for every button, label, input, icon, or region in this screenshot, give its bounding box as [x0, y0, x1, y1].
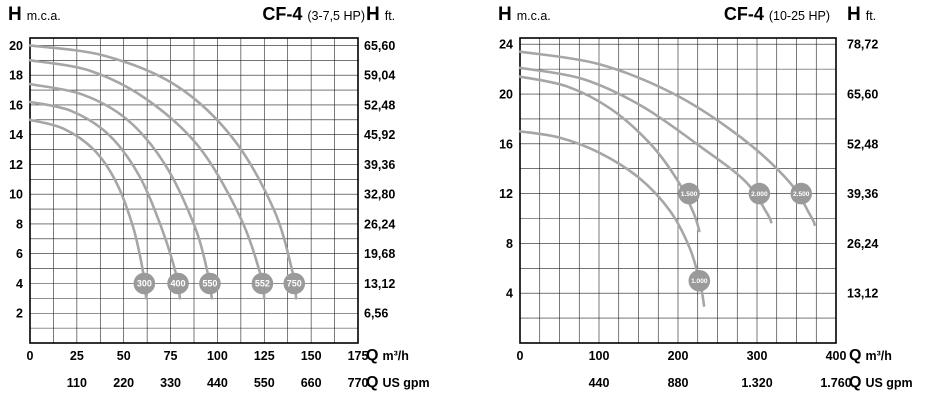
- chart-panel-cf4-10-25hp: H m.c.a. CF-4 (10-25 HP) H ft. 1.000 1.50…: [490, 0, 947, 404]
- svg-text:440: 440: [589, 376, 610, 390]
- svg-text:59,04: 59,04: [364, 69, 395, 83]
- svg-text:400: 400: [826, 349, 847, 363]
- y-axis-title-right: H ft.: [366, 5, 395, 24]
- svg-text:8: 8: [16, 217, 23, 231]
- svg-text:1.320: 1.320: [741, 376, 772, 390]
- svg-text:13,12: 13,12: [364, 277, 395, 291]
- svg-text:1.760: 1.760: [820, 376, 851, 390]
- svg-text:175: 175: [348, 349, 369, 363]
- svg-text:6: 6: [16, 247, 23, 261]
- svg-text:19,68: 19,68: [364, 247, 395, 261]
- svg-text:8: 8: [506, 237, 513, 251]
- svg-text:220: 220: [113, 376, 134, 390]
- head-symbol: H: [366, 4, 380, 25]
- svg-text:150: 150: [301, 349, 322, 363]
- svg-text:39,36: 39,36: [847, 187, 878, 201]
- svg-text:26,24: 26,24: [364, 217, 395, 231]
- svg-text:4: 4: [506, 287, 513, 301]
- svg-text:6,56: 6,56: [364, 307, 388, 321]
- svg-text:16: 16: [499, 137, 513, 151]
- svg-text:552: 552: [255, 279, 270, 289]
- svg-text:2.500: 2.500: [793, 191, 810, 198]
- svg-text:50: 50: [117, 349, 131, 363]
- svg-text:880: 880: [668, 376, 689, 390]
- head-unit-mca: m.c.a.: [516, 9, 551, 23]
- chart-panel-cf4-3-75hp: H m.c.a. CF-4 (3-7,5 HP) H ft. 300 400 550…: [0, 0, 470, 404]
- chart-title: CF-4 (3-7,5 HP): [262, 5, 365, 23]
- svg-text:78,72: 78,72: [847, 38, 878, 52]
- svg-text:2.000: 2.000: [751, 191, 768, 198]
- svg-text:550: 550: [254, 376, 275, 390]
- svg-text:20: 20: [499, 88, 513, 102]
- svg-text:330: 330: [160, 376, 181, 390]
- y-axis-title-left: H m.c.a.: [498, 5, 551, 24]
- head-symbol: H: [8, 4, 22, 25]
- head-unit-mca: m.c.a.: [26, 9, 61, 23]
- power-range: (10-25 HP): [768, 9, 830, 23]
- svg-text:100: 100: [589, 349, 610, 363]
- svg-text:770: 770: [348, 376, 369, 390]
- svg-text:110: 110: [67, 376, 87, 390]
- svg-text:32,80: 32,80: [364, 188, 395, 202]
- model-name: CF-4: [723, 4, 764, 24]
- svg-text:QUS gpm: Q US gpm: [849, 374, 913, 391]
- svg-text:550: 550: [202, 279, 217, 289]
- svg-text:14: 14: [9, 128, 23, 142]
- model-name: CF-4: [262, 4, 303, 24]
- svg-text:45,92: 45,92: [364, 128, 395, 142]
- svg-text:65,60: 65,60: [364, 39, 395, 53]
- svg-text:4: 4: [16, 277, 23, 291]
- svg-text:QUS gpm: Q US gpm: [366, 374, 430, 391]
- svg-text:52,48: 52,48: [847, 137, 878, 151]
- power-range: (3-7,5 HP): [307, 9, 365, 23]
- svg-text:65,60: 65,60: [847, 88, 878, 102]
- svg-text:400: 400: [171, 279, 186, 289]
- head-symbol: H: [847, 4, 861, 25]
- svg-text:16: 16: [9, 98, 23, 112]
- svg-text:300: 300: [137, 279, 152, 289]
- svg-text:13,12: 13,12: [847, 287, 878, 301]
- svg-text:660: 660: [301, 376, 322, 390]
- svg-text:24: 24: [499, 38, 513, 52]
- svg-text:125: 125: [254, 349, 275, 363]
- svg-text:750: 750: [287, 279, 302, 289]
- head-unit-ft: ft.: [865, 9, 877, 23]
- svg-text:Qm³/h: Qm³/h: [366, 347, 409, 364]
- svg-text:20: 20: [9, 39, 23, 53]
- svg-text:2: 2: [16, 307, 23, 321]
- svg-text:0: 0: [517, 349, 524, 363]
- y-axis-title-left: H m.c.a.: [8, 5, 61, 24]
- svg-text:75: 75: [164, 349, 178, 363]
- svg-text:10: 10: [9, 188, 23, 202]
- chart-title: CF-4 (10-25 HP): [724, 5, 830, 23]
- svg-text:12: 12: [499, 187, 513, 201]
- svg-text:300: 300: [747, 349, 768, 363]
- svg-text:0: 0: [27, 349, 34, 363]
- svg-text:200: 200: [668, 349, 689, 363]
- svg-text:Qm³/h: Qm³/h: [849, 347, 892, 364]
- svg-text:100: 100: [207, 349, 228, 363]
- svg-text:25: 25: [70, 349, 84, 363]
- svg-text:440: 440: [207, 376, 228, 390]
- svg-text:52,48: 52,48: [364, 98, 395, 112]
- svg-text:12: 12: [9, 158, 23, 172]
- head-symbol: H: [498, 4, 512, 25]
- svg-text:26,24: 26,24: [847, 237, 878, 251]
- pump-curves-chart-10-25hp: 1.000 1.500 2.000 2.500 0 100 200 300 400 440 880 1…: [499, 37, 913, 391]
- svg-text:39,36: 39,36: [364, 158, 395, 172]
- svg-text:18: 18: [9, 69, 23, 83]
- y-axis-title-right: H ft.: [847, 5, 876, 24]
- svg-text:1.000: 1.000: [691, 278, 708, 285]
- svg-text:1.500: 1.500: [681, 191, 698, 198]
- head-unit-ft: ft.: [384, 9, 396, 23]
